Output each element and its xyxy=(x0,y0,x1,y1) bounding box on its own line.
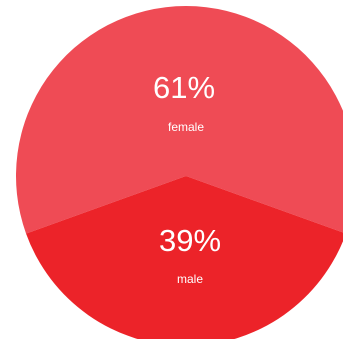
slice-percent-male: 39% xyxy=(159,223,221,258)
pie-slices xyxy=(16,5,343,339)
slice-percent-female: 61% xyxy=(153,70,215,105)
slice-label-female: female xyxy=(168,120,204,134)
slice-label-male: male xyxy=(177,272,203,286)
pie-slice-female xyxy=(16,5,343,234)
pie-slice-male xyxy=(26,176,343,339)
